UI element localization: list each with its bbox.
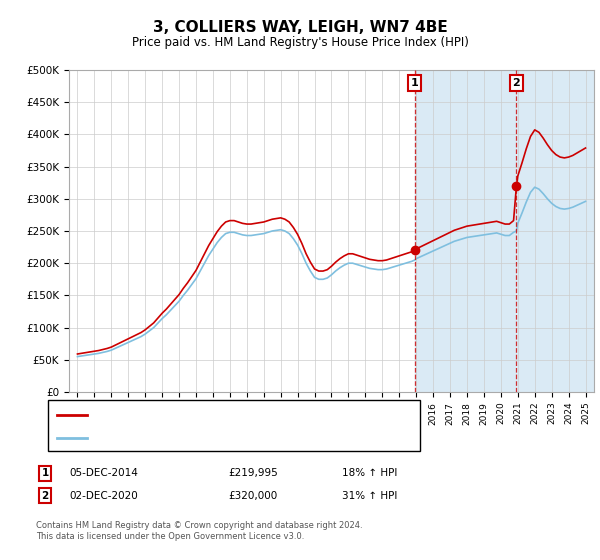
Text: 3, COLLIERS WAY, LEIGH, WN7 4BE (detached house): 3, COLLIERS WAY, LEIGH, WN7 4BE (detache…	[93, 409, 370, 419]
Text: 1: 1	[411, 78, 419, 88]
Text: 18% ↑ HPI: 18% ↑ HPI	[342, 468, 397, 478]
Text: 2: 2	[512, 78, 520, 88]
Text: 31% ↑ HPI: 31% ↑ HPI	[342, 491, 397, 501]
Text: 05-DEC-2014: 05-DEC-2014	[69, 468, 138, 478]
Bar	[415, 70, 594, 392]
Text: 02-DEC-2020: 02-DEC-2020	[69, 491, 138, 501]
Text: £219,995: £219,995	[228, 468, 278, 478]
Text: Contains HM Land Registry data © Crown copyright and database right 2024.
This d: Contains HM Land Registry data © Crown c…	[36, 521, 362, 540]
Text: HPI: Average price, detached house, Wigan: HPI: Average price, detached house, Wiga…	[93, 433, 319, 443]
Text: 2: 2	[41, 491, 49, 501]
Text: 3, COLLIERS WAY, LEIGH, WN7 4BE: 3, COLLIERS WAY, LEIGH, WN7 4BE	[152, 20, 448, 35]
Text: £320,000: £320,000	[228, 491, 277, 501]
Text: Price paid vs. HM Land Registry's House Price Index (HPI): Price paid vs. HM Land Registry's House …	[131, 36, 469, 49]
Text: 1: 1	[41, 468, 49, 478]
